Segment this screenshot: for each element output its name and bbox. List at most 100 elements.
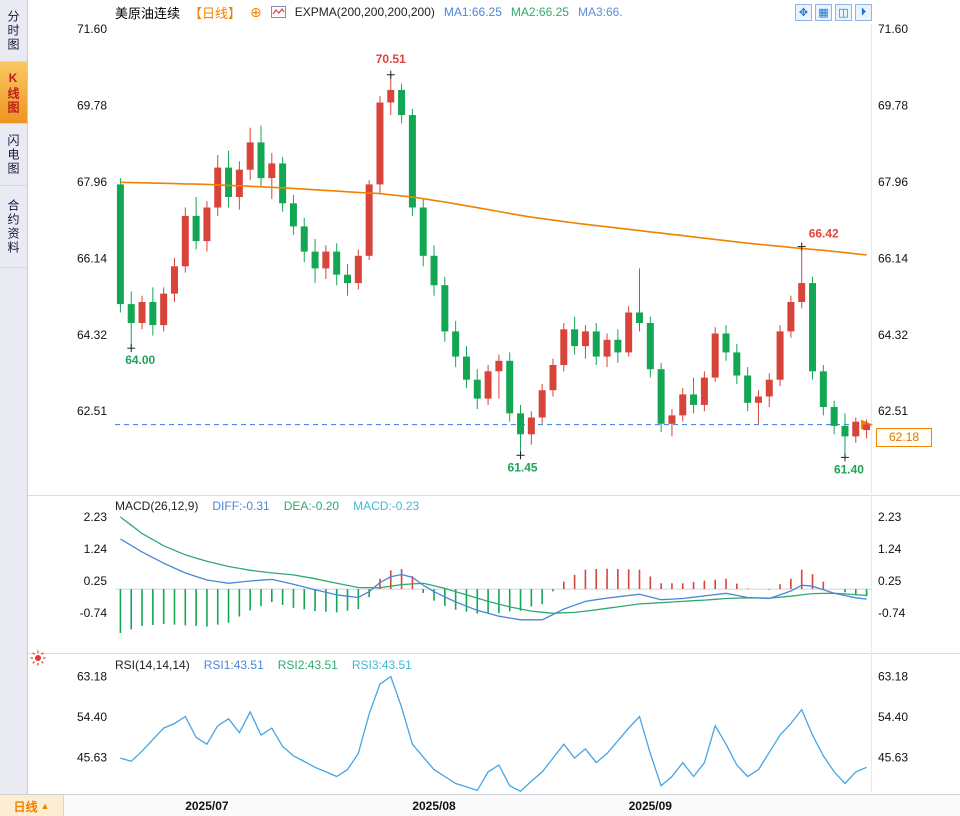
candle-body [517,413,525,435]
candle-body [863,424,871,431]
tab-label: 闪电图 [6,133,20,176]
candle-body [279,163,287,204]
axis-tick-label: 2.23 [84,510,108,524]
macd-pane-header: MACD(26,12,9) DIFF:-0.31 DEA:-0.20 MACD:… [115,497,419,515]
axis-tick-label: 69.78 [878,98,908,112]
macd-dea-value: DEA:-0.20 [283,499,340,513]
tab-label: K线图 [6,70,20,115]
candle-body [441,285,449,332]
x-axis-label: 2025/09 [628,799,672,813]
candle-body [203,207,211,242]
candle-body [809,283,817,372]
last-price-tag: 62.18 [876,428,932,447]
period-up-arrow-icon: ▲ [40,801,50,811]
axis-tick-label: 0.25 [84,574,108,588]
axis-tick-label: 69.78 [77,98,107,112]
candle-body [192,215,200,242]
candle-body [711,333,719,378]
period-label: 【日线】 [189,5,242,21]
pan-tool-icon[interactable]: ✥ [795,3,812,21]
sidebar-tab-time-chart[interactable]: 分时图 [0,0,27,62]
bottom-axis-bar: 日线 ▲ 2025/07 2025/08 2025/09 [0,794,960,816]
candle-body [819,371,827,407]
hot-marker-icon[interactable] [30,650,46,666]
candle-body [830,407,838,426]
candle-body [700,377,708,405]
candle-body [754,396,762,403]
rsi1-value: RSI1:43.51 [203,658,264,672]
axis-tick-label: 54.40 [77,710,107,724]
candle-body [603,339,611,357]
macd-name-label: MACD(26,12,9) [115,499,199,513]
rsi-name-label: RSI(14,14,14) [115,658,190,672]
macd-macd-value: MACD:-0.23 [353,499,420,513]
candle-body [798,283,806,302]
candle-body [138,302,146,323]
candle-body [181,215,189,267]
candle-body [560,329,568,365]
candle-body [354,255,362,284]
candle-body [408,115,416,208]
tab-label: 合约资料 [6,198,20,255]
candle-body [268,163,276,179]
price-annotation: 61.40 [834,462,864,476]
axis-tick-label: 71.60 [878,22,908,36]
sidebar-tab-contract-info[interactable]: 合约资料 [0,186,27,268]
axis-tick-label: 66.14 [77,251,107,265]
symbol-title: 美原油连续 [115,5,181,21]
chart-header: 美原油连续 【日线】 ⊕ EXPMA(200,200,200,200) MA1:… [28,0,960,24]
left-tab-bar: 分时图 K线图 闪电图 合约资料 [0,0,28,794]
candle-body [365,184,373,256]
candle-body [387,89,395,103]
tab-label: 分时图 [6,9,20,52]
axis-tick-label: 62.51 [878,404,908,418]
candle-body [635,312,643,323]
next-page-icon[interactable]: ⏵ [855,3,872,21]
axis-tick-label: 45.63 [878,750,908,764]
expma-line [120,181,867,256]
candle-body [538,390,546,418]
candle-body [116,184,124,305]
candle-body [506,360,514,414]
candle-body [170,266,178,294]
candle-body [571,329,579,347]
price-annotation: 66.42 [809,227,839,241]
candle-body [333,251,341,275]
candle-body [430,255,438,286]
indicator-name-label: EXPMA(200,200,200,200) [294,5,435,19]
add-indicator-icon[interactable]: ⊕ [250,4,262,20]
candle-body [398,89,406,116]
axis-tick-label: 64.32 [77,328,107,342]
candle-body [246,142,254,170]
axis-tick-label: 1.24 [878,542,902,556]
grid-view-icon[interactable]: ▦ [815,3,832,21]
period-selector[interactable]: 日线 ▲ [0,795,64,816]
ma1-value: MA1:66.25 [443,5,502,19]
sidebar-tab-kline-chart[interactable]: K线图 [0,62,27,124]
axis-tick-label: 66.14 [878,251,908,265]
price-annotation: 70.51 [376,52,406,66]
candle-body [679,394,687,416]
candle-body [852,421,860,437]
candle-body [300,226,308,252]
candle-body [841,425,849,437]
candle-body [214,167,222,208]
axis-tick-label: 63.18 [878,669,908,683]
candle-body [257,142,265,179]
candle-body [581,331,589,347]
sidebar-tab-flash-chart[interactable]: 闪电图 [0,124,27,186]
x-axis-label: 2025/07 [185,799,229,813]
macd-diff-line [120,538,867,621]
price-annotation: 61.45 [508,460,538,474]
period-selector-label: 日线 [13,799,38,814]
split-view-icon[interactable]: ◫ [835,3,852,21]
candle-body [614,339,622,353]
candle-body [344,274,352,284]
axis-tick-label: 67.96 [878,175,908,189]
axis-tick-label: 62.51 [77,404,107,418]
candle-body [787,302,795,332]
axis-tick-label: 63.18 [77,669,107,683]
axis-tick-label: 2.23 [878,510,902,524]
